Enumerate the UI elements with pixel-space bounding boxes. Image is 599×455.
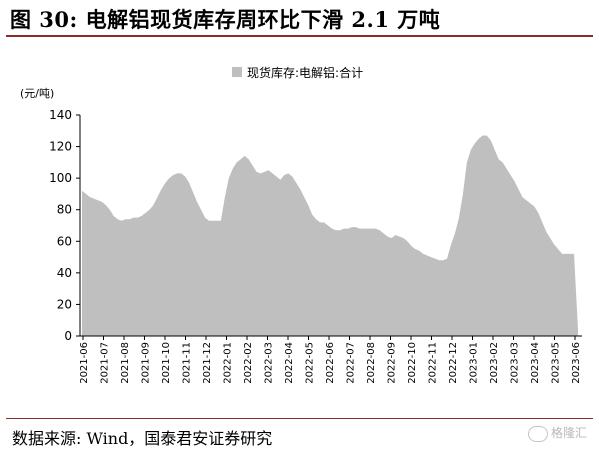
plot-area: 0 20 40 60 80 100 120 140 2021-06 2021-07 2021-08 2… bbox=[49, 108, 582, 384]
x-tick-label: 2022-10 bbox=[407, 342, 418, 384]
x-tick-label: 2021-10 bbox=[161, 342, 172, 384]
x-tick-label: 2022-01 bbox=[223, 342, 234, 384]
header-divider bbox=[6, 35, 593, 37]
x-tick-label: 2023-03 bbox=[510, 342, 521, 384]
y-tick-label: 80 bbox=[57, 203, 72, 217]
x-tick-label: 2022-09 bbox=[387, 342, 398, 384]
x-tick-label: 2023-02 bbox=[489, 342, 500, 384]
chart-legend: 现货库存:电解铝:合计 bbox=[232, 65, 363, 80]
y-tick-label: 100 bbox=[49, 171, 72, 185]
x-tick-label: 2023-06 bbox=[571, 342, 582, 384]
x-tick-label: 2023-05 bbox=[551, 342, 562, 384]
x-tick-label: 2022-08 bbox=[366, 342, 377, 384]
x-tick-label: 2022-11 bbox=[428, 342, 439, 384]
x-tick-label: 2021-09 bbox=[141, 342, 152, 384]
footer-divider bbox=[6, 418, 593, 419]
series-area bbox=[82, 135, 578, 336]
x-tick-label: 2021-06 bbox=[79, 342, 90, 384]
x-tick-label: 2022-07 bbox=[346, 342, 357, 384]
y-tick-label: 40 bbox=[57, 266, 72, 280]
legend-swatch bbox=[232, 67, 242, 77]
x-tick-label: 2022-03 bbox=[264, 342, 275, 384]
figure-header: 图 30: 电解铝现货库存周环比下滑 2.1 万吨 bbox=[0, 0, 599, 37]
x-tick-label: 2023-04 bbox=[530, 342, 541, 384]
x-tick-label: 2021-11 bbox=[182, 342, 193, 384]
watermark: 格隆汇 bbox=[527, 424, 587, 442]
legend-label: 现货库存:电解铝:合计 bbox=[247, 65, 363, 80]
watermark-text: 格隆汇 bbox=[550, 426, 587, 440]
x-tick-label: 2022-04 bbox=[284, 342, 295, 384]
y-axis-label: (元/吨) bbox=[20, 87, 54, 100]
x-tick-label: 2022-05 bbox=[305, 342, 316, 384]
source-note: 数据来源: Wind，国泰君安证券研究 bbox=[12, 429, 273, 448]
chart: (元/吨) 现货库存:电解铝:合计 0 20 40 60 80 100 120 140 2021… bbox=[20, 65, 582, 384]
x-tick-label: 2021-07 bbox=[100, 342, 111, 384]
x-tick-label: 2022-02 bbox=[243, 342, 254, 384]
y-tick-label: 120 bbox=[49, 140, 72, 154]
x-tick-label: 2022-06 bbox=[325, 342, 336, 384]
figure-title: 图 30: 电解铝现货库存周环比下滑 2.1 万吨 bbox=[10, 7, 441, 32]
y-tick-label: 140 bbox=[49, 108, 72, 122]
y-tick-label: 0 bbox=[64, 329, 72, 343]
x-tick-label: 2023-01 bbox=[469, 342, 480, 384]
watermark-logo-icon bbox=[527, 425, 548, 442]
x-tick-label: 2022-12 bbox=[448, 342, 459, 384]
x-tick-label: 2021-12 bbox=[202, 342, 213, 384]
y-tick-label: 20 bbox=[57, 297, 72, 311]
y-tick-label: 60 bbox=[57, 234, 72, 248]
x-tick-label: 2021-08 bbox=[120, 342, 131, 384]
